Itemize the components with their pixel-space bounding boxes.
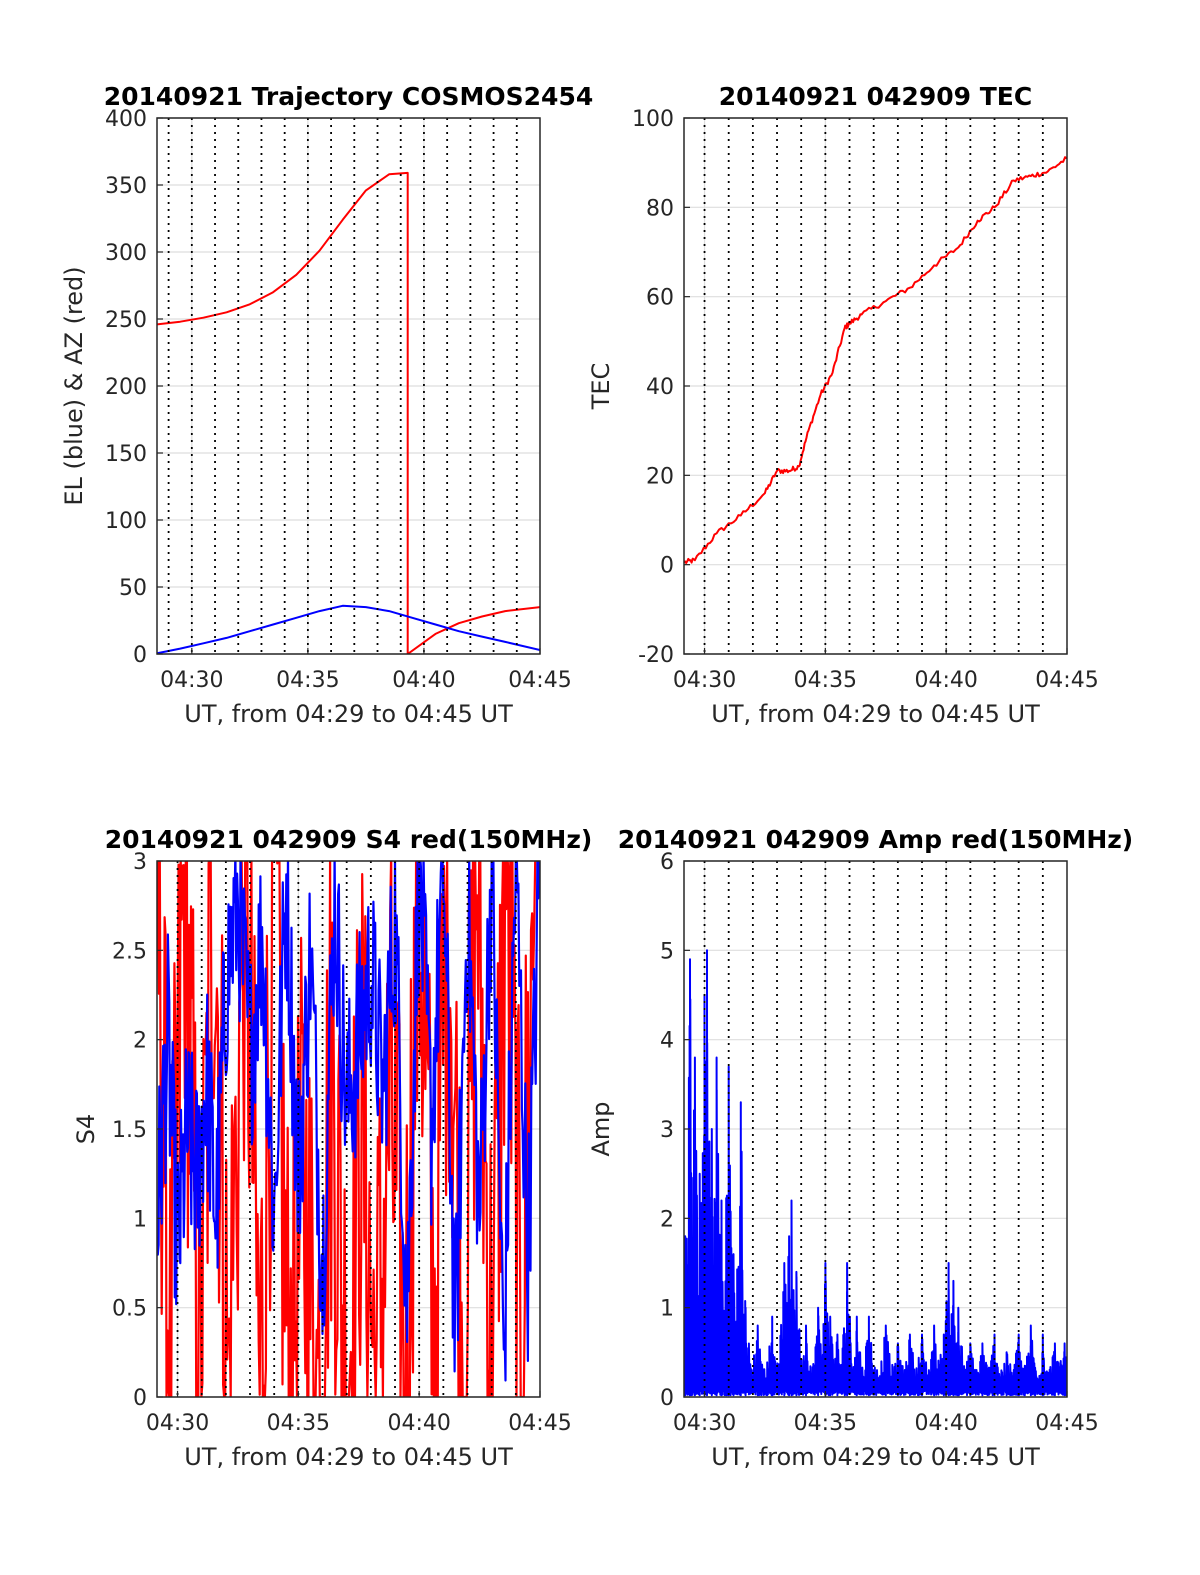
- x-axis-label: UT, from 04:29 to 04:45 UT: [711, 700, 1040, 728]
- x-tick-label: 04:40: [387, 1411, 450, 1436]
- x-tick-label: 04:35: [276, 668, 339, 693]
- chart-title: 20140921 042909 S4 red(150MHz): [105, 825, 593, 854]
- x-axis-label: UT, from 04:29 to 04:45 UT: [184, 700, 513, 728]
- y-tick-label: 300: [105, 241, 147, 266]
- y-tick-label: 4: [660, 1029, 674, 1054]
- y-axis-label: Amp: [587, 1101, 615, 1156]
- series-line-primary: [684, 156, 1067, 564]
- series-line-secondary: [157, 861, 540, 1382]
- x-tick-label: 04:30: [160, 668, 223, 693]
- y-tick-label: 100: [105, 509, 147, 534]
- y-tick-label: 1: [133, 1207, 147, 1232]
- x-tick-label: 04:35: [794, 1411, 857, 1436]
- x-tick-label: 04:40: [392, 668, 455, 693]
- y-tick-label: 40: [646, 375, 674, 400]
- y-tick-label: 0: [133, 643, 147, 668]
- y-tick-label: 0: [660, 1386, 674, 1411]
- x-axis-label: UT, from 04:29 to 04:45 UT: [184, 1443, 513, 1471]
- y-tick-label: 2: [133, 1029, 147, 1054]
- series-line-primary: [157, 171, 540, 654]
- y-tick-label: 2: [660, 1207, 674, 1232]
- y-tick-label: 20: [646, 464, 674, 489]
- y-tick-label: 3: [660, 1118, 674, 1143]
- x-tick-label: 04:30: [673, 1411, 736, 1436]
- x-tick-label: 04:45: [508, 1411, 571, 1436]
- y-tick-label: -20: [638, 643, 674, 668]
- plot-area: [157, 171, 540, 654]
- y-tick-label: 80: [646, 196, 674, 221]
- chart-title: 20140921 042909 TEC: [719, 82, 1032, 111]
- chart-s4: 0 0.5 1 1.5 2 2.5 3 04:30 04:35 04:40 04:45 2014092…: [72, 825, 592, 1471]
- x-tick-label: 04:45: [1035, 668, 1098, 693]
- y-tick-label: 150: [105, 442, 147, 467]
- y-tick-label: 2.5: [112, 939, 147, 964]
- x-tick-label: 04:35: [794, 668, 857, 693]
- chart-trajectory: 0 50 100 150 200 250 300 350 400 04:30 04:35 04:40 0…: [60, 82, 593, 728]
- y-tick-label: 0: [133, 1386, 147, 1411]
- x-tick-label: 04:35: [267, 1411, 330, 1436]
- y-tick-label: 200: [105, 375, 147, 400]
- chart-tec: -20 0 20 40 60 80 100 04:30 04:35 04:40 04:45 20140…: [587, 82, 1099, 728]
- x-tick-label: 04:40: [914, 1411, 977, 1436]
- y-tick-label: 400: [105, 107, 147, 132]
- y-tick-label: 1.5: [112, 1118, 147, 1143]
- y-axis-label: EL (blue) & AZ (red): [60, 266, 88, 505]
- y-tick-label: 0: [660, 554, 674, 579]
- y-axis-label: TEC: [587, 363, 615, 411]
- y-tick-label: 60: [646, 286, 674, 311]
- x-axis-label: UT, from 04:29 to 04:45 UT: [711, 1443, 1040, 1471]
- y-tick-label: 100: [632, 107, 674, 132]
- plot-area: [684, 949, 1067, 1397]
- x-tick-label: 04:30: [146, 1411, 209, 1436]
- series-line-primary: [684, 949, 1067, 1397]
- y-tick-label: 3: [133, 850, 147, 875]
- y-tick-label: 0.5: [112, 1297, 147, 1322]
- y-tick-label: 250: [105, 308, 147, 333]
- plot-area: [157, 861, 540, 1397]
- y-tick-label: 6: [660, 850, 674, 875]
- chart-title: 20140921 Trajectory COSMOS2454: [104, 82, 594, 111]
- series-line-secondary: [157, 604, 540, 654]
- y-tick-label: 1: [660, 1297, 674, 1322]
- y-axis-label: S4: [72, 1114, 100, 1145]
- x-tick-label: 04:40: [914, 668, 977, 693]
- plot-area: [684, 156, 1067, 564]
- y-tick-label: 50: [119, 576, 147, 601]
- y-tick-label: 350: [105, 174, 147, 199]
- x-tick-label: 04:30: [673, 668, 736, 693]
- x-tick-label: 04:45: [1035, 1411, 1098, 1436]
- chart-amp: 0 1 2 3 4 5 6 04:30 04:35 04:40 04:45 20140921 0429…: [587, 825, 1133, 1471]
- chart-title: 20140921 042909 Amp red(150MHz): [618, 825, 1134, 854]
- y-tick-label: 5: [660, 939, 674, 964]
- x-tick-label: 04:45: [508, 668, 571, 693]
